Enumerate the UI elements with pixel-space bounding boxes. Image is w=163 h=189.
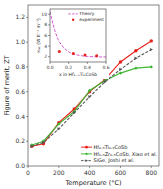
- y-tick-label: 0.8: [15, 63, 25, 70]
- legend-label: SiGe, Joshi et al.: [94, 157, 135, 163]
- y-tick: [48, 46, 50, 47]
- y-tick-label: 0.2: [15, 137, 25, 144]
- y-tick: [48, 14, 50, 15]
- x-tick-label: 0.6: [102, 65, 109, 70]
- data-point: [150, 48, 153, 51]
- y-axis-label: κₗₐₜ (W K⁻¹ m⁻¹): [36, 18, 41, 53]
- data-point: [134, 49, 137, 52]
- x-tick-label: 600: [115, 169, 127, 176]
- legend-label: Theory: [78, 11, 94, 16]
- y-tick: [26, 166, 28, 167]
- legend: Hf₀.₅Ti₀.₅CoSbHf₀.₅Zr₀.₅CoSb, Xiao et al…: [81, 144, 157, 164]
- data-point: [119, 60, 122, 63]
- y-tick-label: 0.0: [15, 162, 25, 169]
- axis-frame: [50, 9, 106, 62]
- legend-handle: [81, 160, 92, 161]
- data-point: [57, 122, 60, 125]
- x-axis-label: Temperature (°C): [64, 179, 121, 187]
- legend-label: experiment: [79, 17, 104, 22]
- plot-area: [28, 5, 159, 166]
- y-tick: [26, 17, 28, 18]
- legend-marker: [85, 159, 87, 162]
- legend-label: Hf₀.₅Ti₀.₅CoSb: [94, 144, 128, 150]
- legend-handle: [81, 153, 92, 154]
- legend-handle: [81, 147, 92, 148]
- data-point: [95, 54, 98, 57]
- data-point: [104, 80, 107, 83]
- data-point: [73, 111, 76, 114]
- y-tick: [48, 56, 50, 57]
- data-point: [88, 89, 91, 92]
- data-point: [57, 127, 60, 130]
- y-tick-label: 10: [41, 12, 47, 17]
- data-point: [30, 144, 33, 147]
- legend: Theoryexperiment: [68, 11, 104, 22]
- chart: 0 200 400 600 800 0.0 0.2 0.4 0.6 0.8 1.0 1.2 Temper…: [0, 0, 163, 189]
- data-point: [150, 39, 153, 42]
- plot-area: [50, 9, 106, 62]
- x-tick-label: 0.0: [46, 65, 53, 70]
- legend-handle: [68, 13, 77, 14]
- y-tick-label: 6: [44, 33, 47, 38]
- series-line: [50, 12, 106, 57]
- legend-label: Hf₀.₅Zr₀.₅CoSb, Xiao et al.: [94, 151, 158, 157]
- legend-marker: [85, 146, 88, 149]
- y-tick: [26, 42, 28, 43]
- x-tick-label: 0.4: [84, 65, 91, 70]
- y-tick-label: 8: [44, 22, 47, 27]
- data-point: [119, 68, 122, 71]
- y-tick: [48, 24, 50, 25]
- legend-marker: [85, 153, 88, 156]
- data-point: [84, 54, 87, 57]
- x-tick: [87, 62, 88, 64]
- y-axis-label: Figure of merit, ZT: [3, 55, 11, 115]
- data-point: [58, 50, 61, 53]
- x-tick-label: 400: [84, 169, 96, 176]
- axis-frame: [28, 5, 159, 166]
- x-tick-label: 200: [53, 169, 65, 176]
- x-tick-label: 0: [26, 169, 30, 176]
- data-point: [42, 141, 45, 144]
- x-tick: [50, 62, 51, 64]
- y-tick: [26, 141, 28, 142]
- x-tick-label: 0.2: [65, 65, 72, 70]
- data-point: [72, 52, 75, 55]
- data-point: [119, 71, 122, 74]
- y-tick-label: 1.2: [15, 13, 25, 20]
- legend-marker: [72, 19, 74, 21]
- data-point: [134, 66, 137, 69]
- x-tick-label: 800: [146, 169, 158, 176]
- data-point: [135, 57, 138, 60]
- y-tick-label: 4: [44, 44, 47, 49]
- plot-marks: [50, 12, 106, 57]
- y-tick-label: 2: [44, 54, 47, 59]
- y-tick-label: 0.6: [15, 88, 25, 95]
- y-tick-label: 0.4: [15, 113, 25, 120]
- x-tick: [68, 62, 69, 64]
- x-tick: [106, 62, 107, 64]
- inset-background: [31, 7, 109, 79]
- data-point: [88, 95, 91, 98]
- y-tick: [26, 66, 28, 67]
- x-axis-label: x in Hf₁₋ₓTiₓCoSb: [59, 72, 97, 77]
- data-point: [150, 65, 153, 68]
- y-tick: [26, 116, 28, 117]
- y-tick: [26, 91, 28, 92]
- y-tick-label: 1.0: [15, 38, 25, 45]
- y-tick: [48, 35, 50, 36]
